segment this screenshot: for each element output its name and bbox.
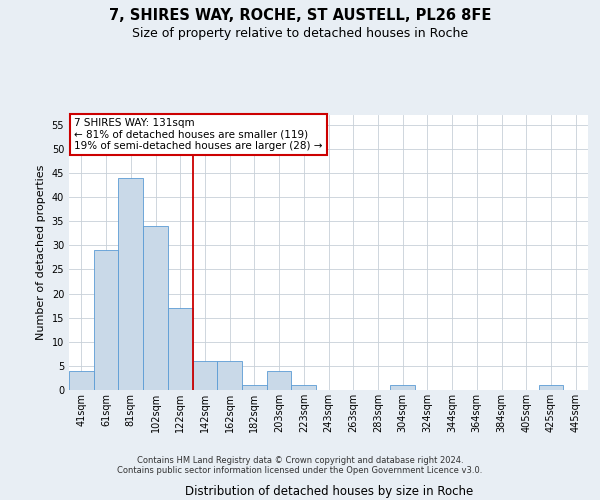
Bar: [390, 385, 415, 390]
Bar: [168, 308, 193, 390]
Bar: [292, 385, 316, 390]
Bar: [69, 370, 94, 390]
Bar: [267, 370, 292, 390]
Bar: [118, 178, 143, 390]
Bar: [143, 226, 168, 390]
Text: Contains HM Land Registry data © Crown copyright and database right 2024.
Contai: Contains HM Land Registry data © Crown c…: [118, 456, 482, 475]
Bar: [539, 385, 563, 390]
Text: Distribution of detached houses by size in Roche: Distribution of detached houses by size …: [185, 484, 473, 498]
Text: 7, SHIRES WAY, ROCHE, ST AUSTELL, PL26 8FE: 7, SHIRES WAY, ROCHE, ST AUSTELL, PL26 8…: [109, 8, 491, 22]
Text: Size of property relative to detached houses in Roche: Size of property relative to detached ho…: [132, 28, 468, 40]
Bar: [242, 385, 267, 390]
Text: 7 SHIRES WAY: 131sqm
← 81% of detached houses are smaller (119)
19% of semi-deta: 7 SHIRES WAY: 131sqm ← 81% of detached h…: [74, 118, 323, 151]
Bar: [94, 250, 118, 390]
Bar: [193, 361, 217, 390]
Y-axis label: Number of detached properties: Number of detached properties: [36, 165, 46, 340]
Bar: [217, 361, 242, 390]
